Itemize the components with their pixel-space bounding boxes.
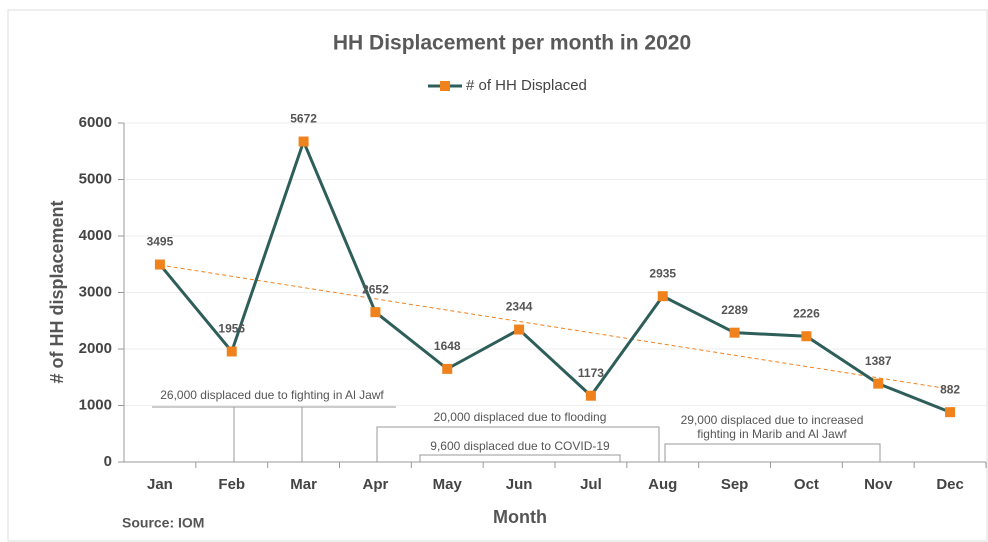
data-point (370, 307, 381, 318)
x-tick-label: Apr (362, 476, 388, 493)
y-tick-label: 0 (104, 453, 112, 470)
y-tick-label: 5000 (79, 170, 112, 187)
data-label: 1956 (218, 322, 245, 336)
annotation: 20,000 displaced due to flooding (434, 410, 607, 424)
data-point (514, 324, 525, 335)
x-tick-label: Jul (580, 476, 602, 493)
x-tick-label: Dec (936, 476, 964, 493)
data-point (442, 363, 453, 374)
x-tick-label: Oct (794, 476, 819, 493)
x-tick-label: Jun (506, 476, 533, 493)
x-tick-label: Nov (864, 476, 893, 493)
annotation: 29,000 displaced due to increased (681, 413, 864, 427)
data-label: 882 (940, 382, 960, 396)
trendline (159, 264, 951, 390)
annotation-bracket (376, 426, 660, 462)
data-label: 2652 (362, 282, 389, 296)
data-label: 1648 (434, 339, 461, 353)
data-label: 5672 (290, 112, 317, 126)
chart-title: HH Displacement per month in 2020 (333, 32, 691, 55)
data-label: 2289 (721, 303, 748, 317)
y-tick-label: 4000 (79, 227, 112, 244)
legend-marker (440, 81, 450, 91)
y-axis-label: # of HH displacement (47, 200, 67, 383)
data-point (154, 259, 165, 270)
annotation-bracket (152, 406, 396, 462)
data-point (657, 291, 668, 302)
x-tick-label: May (433, 476, 463, 493)
y-tick-label: 3000 (79, 283, 112, 300)
y-tick-label: 6000 (79, 114, 112, 131)
data-label: 3495 (147, 235, 174, 249)
x-tick-label: Sep (721, 476, 749, 493)
x-tick-label: Aug (648, 476, 677, 493)
x-tick-label: Feb (218, 476, 245, 493)
series-line (158, 137, 951, 414)
y-tick-label: 1000 (79, 396, 112, 413)
data-label: 1173 (578, 366, 604, 380)
annotation-bracket (419, 454, 621, 462)
y-tick-label: 2000 (79, 340, 112, 357)
data-label: 1387 (865, 354, 892, 368)
data-point (945, 407, 956, 418)
data-point (226, 346, 237, 357)
x-tick-label: Mar (290, 476, 317, 493)
annotation: 26,000 displaced due to fighting in Al J… (160, 388, 384, 402)
data-point (729, 327, 740, 338)
x-axis-label: Month (493, 507, 547, 527)
data-point (801, 331, 812, 342)
data-point (585, 390, 596, 401)
source: Source: IOM (122, 515, 204, 531)
x-tick-label: Jan (147, 476, 173, 493)
data-label: 2226 (793, 306, 820, 320)
chart-frame (7, 9, 988, 542)
annotation: 9,600 displaced due to COVID-19 (430, 439, 610, 453)
annotation: fighting in Marib and Al Jawf (697, 427, 847, 441)
data-label: 2344 (506, 300, 533, 314)
legend-label: # of HH Displaced (466, 77, 587, 94)
data-point (298, 136, 309, 147)
data-point (873, 378, 884, 389)
data-label: 2935 (649, 266, 676, 280)
annotation-bracket (664, 443, 881, 462)
